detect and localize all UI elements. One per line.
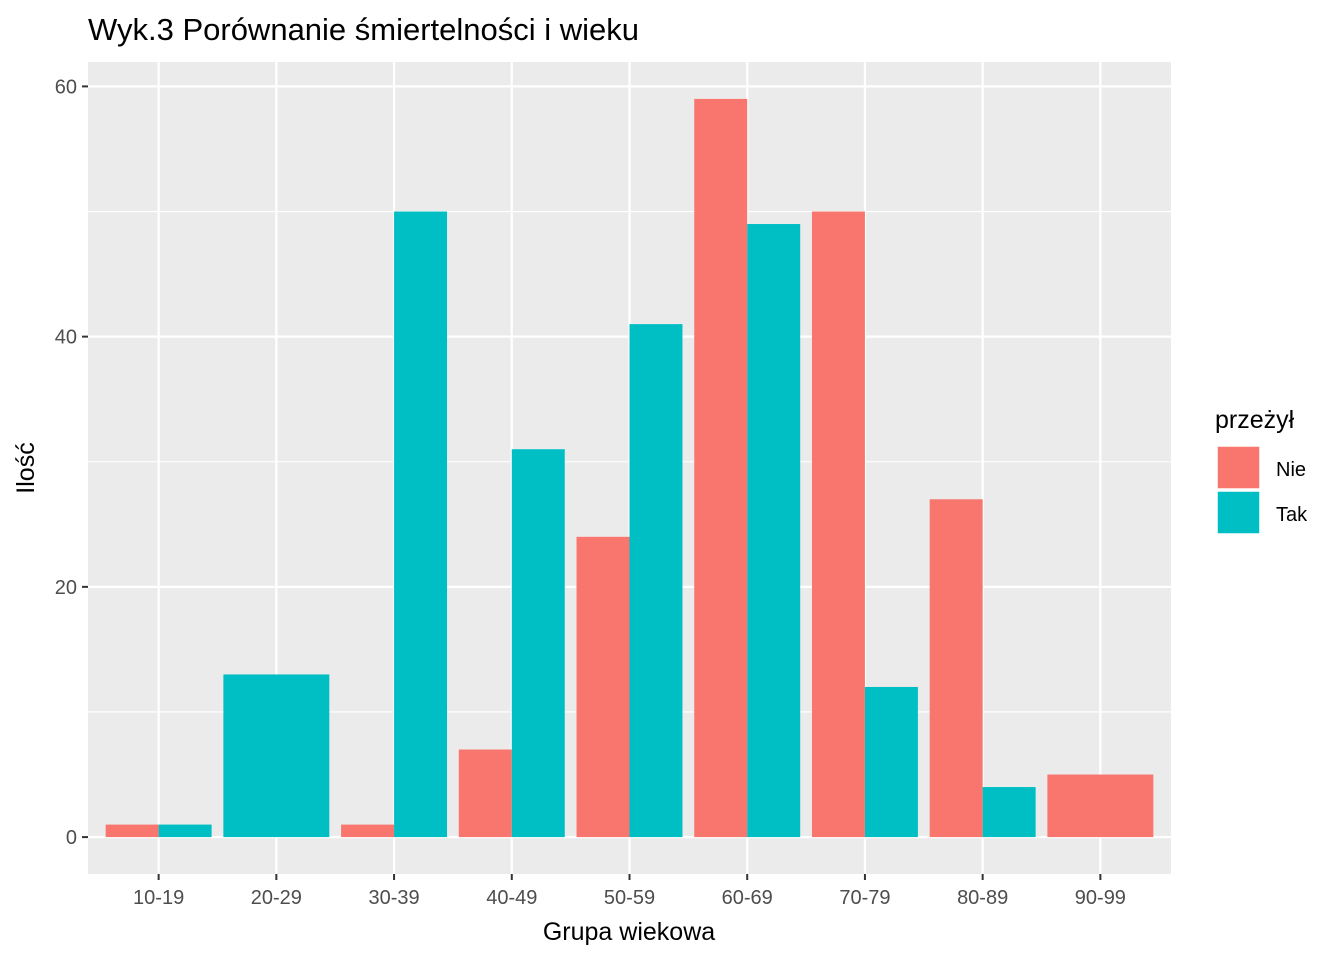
bar-tak-50-59	[629, 324, 683, 838]
bar-tak-80-89	[982, 787, 1036, 838]
bar-nie-40-49	[458, 749, 512, 838]
y-axis: 0 20 40 60	[55, 76, 88, 849]
legend-label-nie: Nie	[1276, 459, 1306, 481]
x-tick-label: 50-59	[604, 887, 655, 909]
bar-tak-70-79	[864, 686, 918, 838]
x-axis-title: Grupa wiekowa	[543, 918, 715, 946]
x-tick-label: 80-89	[957, 887, 1008, 909]
bar-nie-10-19	[105, 824, 159, 838]
legend-title: przeżył	[1215, 406, 1295, 434]
y-tick-label: 40	[55, 327, 77, 349]
x-tick-label: 70-79	[839, 887, 890, 909]
x-tick-label: 20-29	[251, 887, 302, 909]
x-tick-label: 90-99	[1075, 887, 1126, 909]
chart-title: Wyk.3 Porównanie śmiertelności i wieku	[88, 12, 639, 47]
bar-nie-90-99	[1047, 774, 1154, 838]
legend-key-nie	[1216, 445, 1261, 490]
bar-tak-40-49	[511, 449, 565, 838]
legend-key-tak	[1216, 490, 1261, 535]
bar-nie-50-59	[576, 536, 630, 838]
y-tick-label: 60	[55, 76, 77, 98]
bar-tak-60-69	[747, 224, 801, 838]
x-tick-label: 40-49	[486, 887, 537, 909]
y-tick-label: 20	[55, 577, 77, 599]
bar-tak-30-39	[394, 211, 448, 838]
bar-nie-60-69	[694, 98, 748, 838]
x-tick-label: 10-19	[133, 887, 184, 909]
bar-tak-10-19	[158, 824, 212, 838]
bar-nie-70-79	[811, 211, 865, 838]
bar-nie-80-89	[929, 499, 983, 838]
x-tick-label: 60-69	[722, 887, 773, 909]
y-tick-label: 0	[66, 827, 77, 849]
bars	[105, 98, 1154, 838]
x-tick-label: 30-39	[368, 887, 419, 909]
bar-tak-20-29	[223, 674, 330, 838]
legend: przeżył Nie Tak	[1215, 406, 1308, 535]
y-axis-title: Ilość	[12, 442, 40, 493]
legend-label-tak: Tak	[1276, 504, 1308, 526]
bar-nie-30-39	[341, 824, 395, 838]
x-axis: 10-19 20-29 30-39 40-49 50-59 60-69 70-79 80-89…	[133, 874, 1126, 909]
